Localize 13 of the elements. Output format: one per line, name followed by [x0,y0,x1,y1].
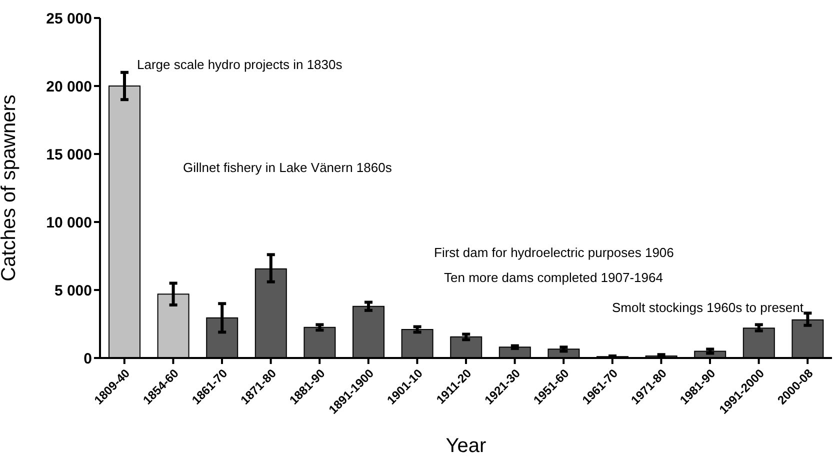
annotation: Large scale hydro projects in 1830s [137,57,342,72]
y-tick-label: 0 [84,350,92,368]
annotation: Gillnet fishery in Lake Vänern 1860s [183,160,392,175]
y-tick-label: 25 000 [46,10,92,28]
annotation: First dam for hydroelectric purposes 1906 [434,245,674,260]
y-tick-label: 20 000 [46,78,92,96]
y-tick-label: 15 000 [46,146,92,164]
x-axis-title: Year [446,435,487,457]
y-tick-label: 5 000 [54,282,92,300]
annotation: Ten more dams completed 1907-1964 [444,270,663,285]
annotation: Smolt stockings 1960s to present [612,300,804,315]
y-tick-label: 10 000 [46,214,92,232]
y-axis-title: Catches of spawners [0,94,20,282]
